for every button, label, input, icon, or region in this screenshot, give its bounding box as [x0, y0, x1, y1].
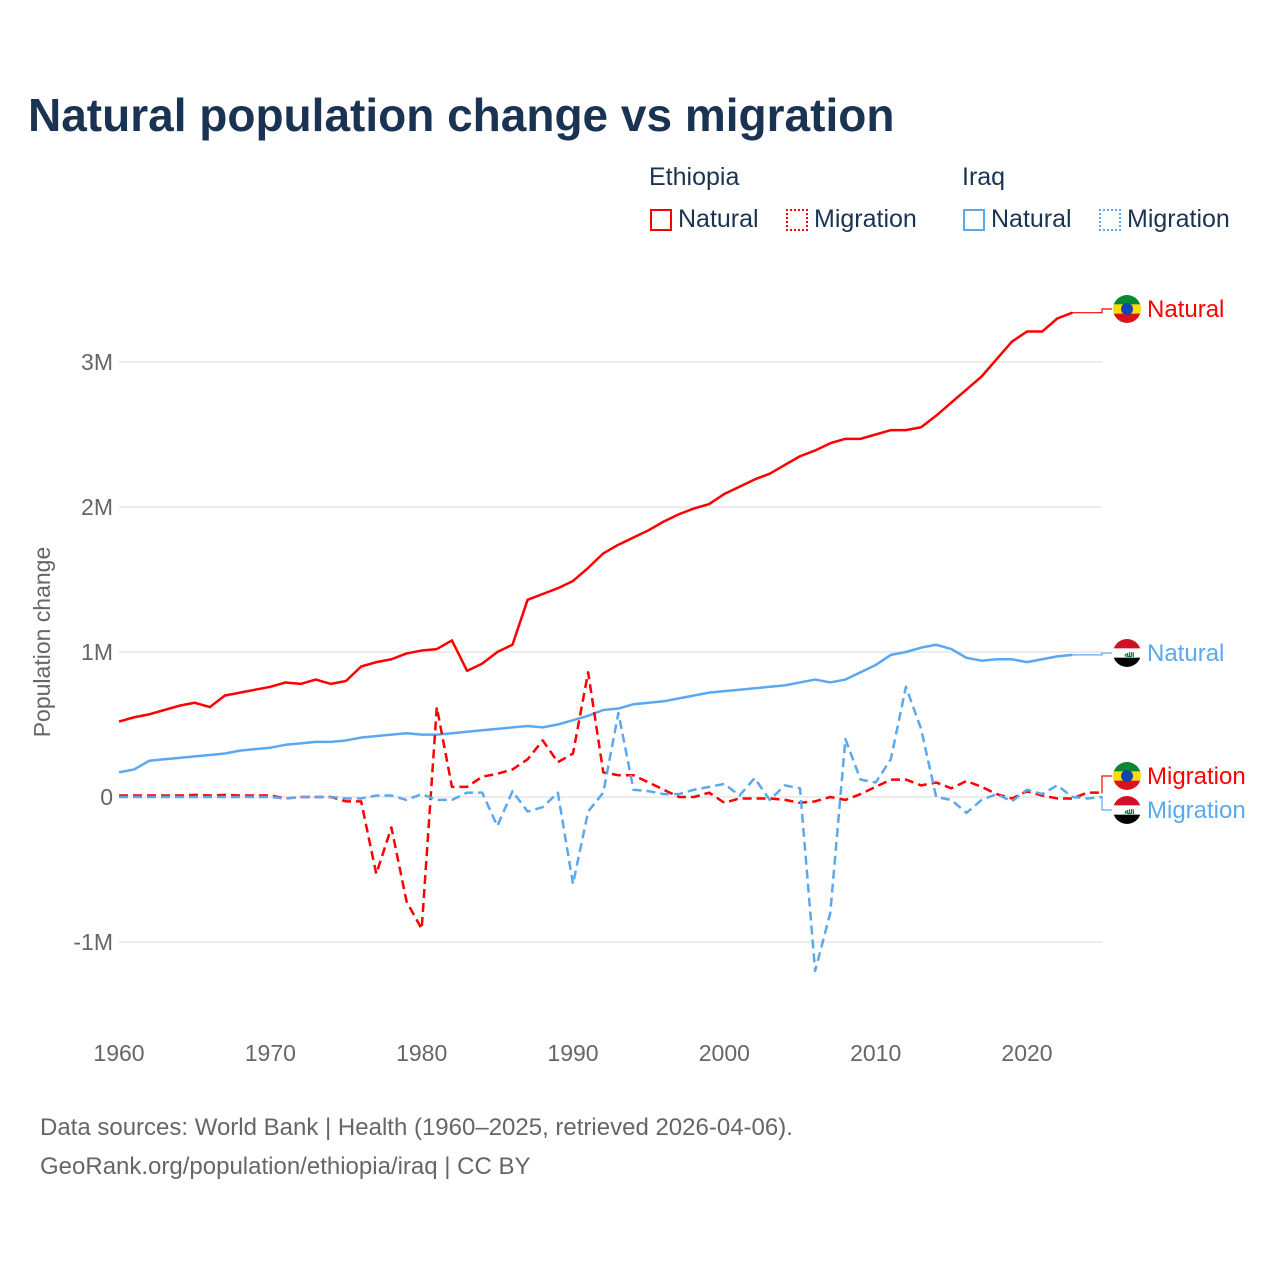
legend-swatch-solid	[963, 208, 985, 231]
flag-emblem	[1121, 303, 1133, 315]
legend-label: Migration	[814, 205, 917, 233]
series-line-ethiopia-natural	[118, 311, 1073, 723]
series-line-ethiopia-migration	[119, 671, 1103, 931]
flag-stripe	[1113, 814, 1141, 824]
series-end-label: Migration	[1147, 797, 1246, 824]
x-tick-label: 1990	[547, 1040, 598, 1066]
series-line-iraq-migration	[119, 685, 1103, 973]
legend-group-ethiopia: Ethiopia	[649, 163, 740, 191]
y-axis-label: Population change	[29, 547, 55, 738]
series-end-label: Natural	[1147, 640, 1224, 667]
legend-swatch-dotted	[1099, 208, 1121, 231]
y-tick-label: 2M	[81, 494, 113, 520]
flag-stripe	[1113, 780, 1141, 790]
series-end-label: Natural	[1147, 296, 1224, 323]
flag-stripe	[1113, 313, 1141, 323]
source-note: Data sources: World Bank | Health (1960–…	[40, 1108, 793, 1186]
x-tick-label: 1980	[396, 1040, 447, 1066]
legend-label: Migration	[1127, 205, 1230, 233]
flag-emblem	[1121, 770, 1133, 782]
x-tick-label: 1970	[245, 1040, 296, 1066]
source-line-1: Data sources: World Bank | Health (1960–…	[40, 1114, 793, 1141]
ethiopia-flag-icon	[1113, 295, 1141, 323]
y-tick-label: 0	[100, 784, 113, 810]
flag-stripe	[1113, 648, 1141, 659]
iraq-flag-icon: ﷲ	[1113, 796, 1141, 824]
flag-stripe	[1113, 639, 1141, 649]
x-tick-label: 2000	[699, 1040, 750, 1066]
ethiopia-flag-icon	[1113, 762, 1141, 790]
legend-iraq-migration[interactable]: Migration	[1099, 205, 1230, 234]
legend-iraq-natural[interactable]: Natural	[963, 205, 1072, 234]
y-tick-label: 3M	[81, 349, 113, 375]
x-tick-label: 2010	[850, 1040, 901, 1066]
flag-stripe	[1113, 796, 1141, 806]
legend-swatch-solid	[650, 208, 672, 231]
label-leader-line	[1101, 775, 1112, 794]
legend-ethiopia-natural[interactable]: Natural	[650, 205, 759, 234]
source-line-2[interactable]: GeoRank.org/population/ethiopia/iraq | C…	[40, 1153, 531, 1180]
label-leader-line	[1072, 652, 1112, 656]
legend-label: Natural	[678, 205, 759, 233]
label-leader-line	[1101, 796, 1112, 811]
flag-stripe	[1113, 657, 1141, 667]
chart-title: Natural population change vs migration	[28, 89, 895, 141]
legend-ethiopia-migration[interactable]: Migration	[786, 205, 917, 234]
flag-stripe	[1113, 762, 1141, 772]
legend-group-iraq: Iraq	[962, 163, 1006, 191]
y-tick-label: -1M	[73, 929, 113, 955]
flag-stripe	[1113, 295, 1141, 305]
legend-label: Natural	[991, 205, 1072, 233]
legend-swatch-dotted	[786, 208, 808, 231]
flag-stripe	[1113, 805, 1141, 816]
y-tick-label: 1M	[81, 639, 113, 665]
series-end-label: Migration	[1147, 763, 1246, 790]
x-tick-label: 2020	[1001, 1040, 1052, 1066]
x-tick-label: 1960	[93, 1040, 144, 1066]
label-leader-line	[1072, 308, 1112, 314]
iraq-flag-icon: ﷲ	[1113, 639, 1141, 667]
series-line-iraq-natural	[118, 643, 1073, 774]
